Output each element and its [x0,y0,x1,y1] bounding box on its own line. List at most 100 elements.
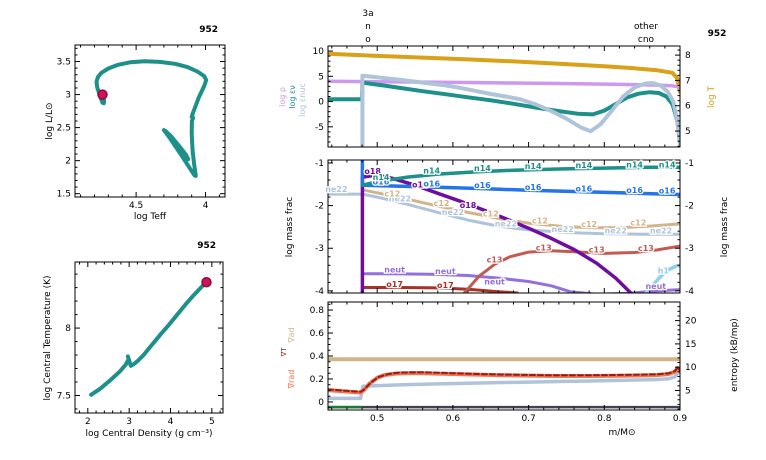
x-tick-label: 3 [126,417,132,427]
chart-text: log L/L⊙ [45,102,55,139]
chart-text: 952 [197,241,216,251]
chart-text: other [634,22,658,32]
chart-text: log εnuc [298,83,307,117]
series-central-track [89,280,209,397]
series-label-ne22: ne22 [389,194,411,203]
series-o18 [360,173,633,293]
right-tick-label: 7 [685,76,691,86]
series-label-c12: c12 [384,190,400,199]
series-label-ne22: ne22 [442,208,464,217]
series-label-o16: o16 [659,187,676,196]
current-model-marker [97,89,108,100]
series-label-neut: neut [384,266,405,275]
y-tick-label: 3 [65,91,71,101]
series-label-c12: c12 [532,217,548,226]
series-label-o16: o16 [525,183,542,192]
series-label-n14: n14 [626,161,643,170]
y-tick-label: 0.4 [310,352,325,362]
plot-frame [327,159,681,294]
x-tick-label: 4 [203,201,209,211]
series-label-neut: neut [484,277,505,286]
y-tick-label: 0.8 [310,306,325,316]
plot-frame [74,44,226,198]
series-log-eps-nuc [360,73,680,147]
chart-text: cno [638,35,655,45]
series-label-n14: n14 [525,162,542,171]
x-tick-label: 0.7 [521,414,535,424]
series-h1 [644,263,680,293]
series-label-ne22: ne22 [650,226,672,235]
series-label-c12: c12 [483,209,499,218]
x-tick-label: 0.5 [370,414,384,424]
x-tick-label: 0.6 [446,414,461,424]
right-tick-label: 5 [685,386,691,396]
right-tick-label: 15 [685,340,696,350]
right-tick-label: 6 [685,102,691,112]
chart-text: ∇rad [287,370,296,390]
y-tick-label: 10 [313,47,325,57]
chart-text: 952 [199,25,218,35]
series-group [94,59,209,178]
y-tick-label: -2 [315,202,324,212]
series-evolution-track [94,59,209,178]
plot-frame [327,301,681,411]
y-tick-label: -3 [315,244,324,254]
series-label-o18: o18 [412,180,429,189]
right-tick-label: 10 [685,363,697,373]
x-tick-label: 0.8 [597,414,612,424]
chart-text: n [365,22,371,32]
right-tick-label: 5 [685,127,691,137]
chart-text: entropy (kB/mp) [730,318,740,392]
x-tick-label: 5 [209,417,215,427]
series-label-c12: c12 [630,219,646,228]
y-tick-label: 7.5 [57,391,71,401]
chart-text: log Teff [134,212,167,222]
y-tick-label: -5 [315,123,324,133]
y-tick-label-right: -4 [685,287,694,295]
chart-text: log Central Density (g cm⁻³) [86,429,213,439]
series-group [328,51,680,147]
series-o16 [360,160,680,197]
chart-text: o [365,35,371,45]
y-tick-label-right: -2 [685,202,694,212]
series-label-c13: c13 [589,246,605,255]
series-label-c13: c13 [487,255,503,264]
y-tick-label: 1.5 [57,190,71,200]
series-label-o17: o17 [386,280,403,289]
series-label-n14: n14 [373,173,390,182]
series-label-neut: neut [645,282,666,291]
series-label-o16: o16 [576,185,593,194]
y-tick-label-right: -1 [685,159,694,169]
series-label-c12: c12 [581,220,597,229]
series-ne22 [328,192,680,236]
series-c13 [462,244,680,293]
x-tick-label: 4 [168,417,174,427]
x-tick-label: 4.5 [129,201,143,211]
series-label-ne22: ne22 [325,185,347,194]
series-label-ne22: ne22 [495,220,517,229]
hr-diagram-chart: 4.5 4 1.5 2 2.5 3 3.5 952 log Teff log L/L⊙ [45,25,226,222]
y-tick-label: 2 [65,157,71,167]
series-grad-T [328,366,680,393]
series-entropy [328,368,680,401]
y-tick-label: 0.6 [310,329,325,339]
series-label-n14: n14 [575,161,592,170]
y-tick-label: -1 [315,159,324,169]
series-group [328,357,680,409]
y-tick-label: 0 [318,398,324,408]
plot-frame [74,261,224,414]
y-tick-label-right: -3 [685,244,694,254]
current-model-marker [201,276,212,288]
series-label-c12: c12 [434,199,450,208]
chart-text: log T [707,85,717,108]
central-trho-chart: 2 3 4 5 7.5 8 952 log Central Density (g cm⁻³) l… [43,241,224,439]
series-label-o16: o16 [626,186,643,195]
chart-text: 952 [708,29,727,39]
chart-text: m/M⊙ [608,428,635,438]
series-c12 [360,160,680,230]
chart-text: log ρ [278,87,287,107]
y-tick-label: 2.5 [57,124,71,134]
series-group [89,280,209,397]
series-neut [360,272,680,293]
